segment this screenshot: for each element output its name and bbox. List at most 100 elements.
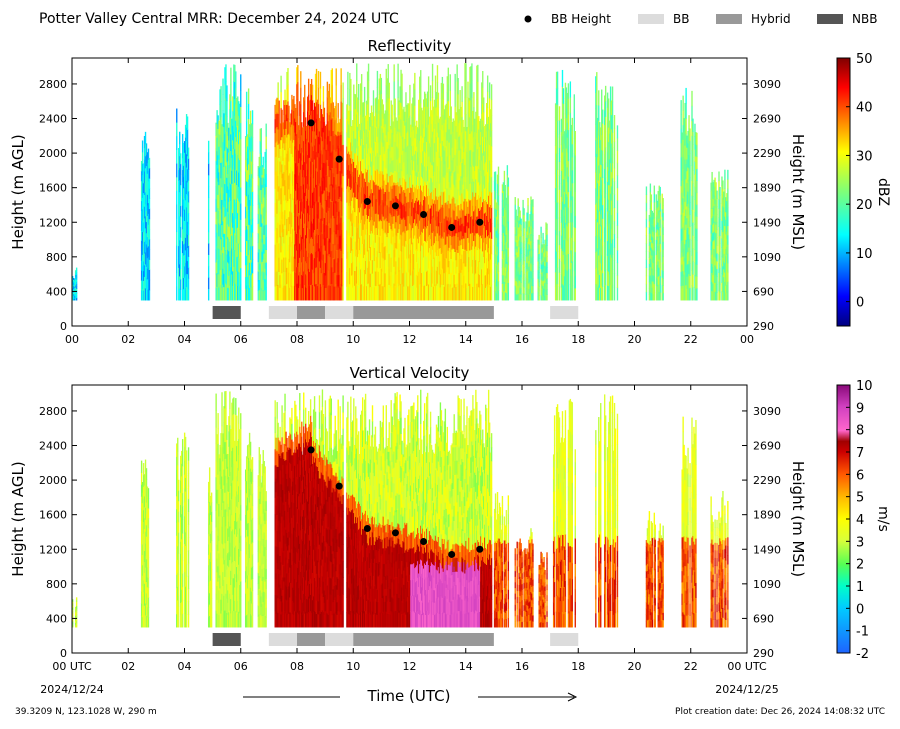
data-cell: [184, 237, 187, 251]
data-cell: [219, 285, 221, 301]
data-cell: [274, 188, 276, 203]
data-cell: [507, 230, 510, 240]
data-cell: [221, 274, 223, 288]
data-cell: [228, 140, 230, 153]
data-cell: [497, 204, 500, 215]
data-cell: [282, 211, 284, 225]
data-cell: [279, 211, 281, 225]
data-cell: [220, 162, 222, 179]
data-cell: [245, 181, 248, 197]
data-cell: [245, 195, 248, 212]
data-cell: [434, 75, 437, 92]
data-cell: [307, 78, 310, 95]
data-cell: [284, 119, 286, 136]
data-cell: [494, 180, 497, 191]
data-cell: [245, 225, 248, 241]
data-cell: [217, 194, 219, 209]
data-cell: [231, 248, 233, 262]
data-cell: [247, 133, 250, 150]
data-cell: [228, 250, 230, 264]
data-cell: [285, 257, 287, 272]
data-cell: [233, 215, 235, 234]
data-cell: [260, 140, 262, 154]
data-cell: [180, 163, 182, 175]
data-cell: [246, 146, 249, 159]
data-cell: [74, 274, 77, 278]
data-cell: [235, 153, 237, 170]
data-cell: [74, 293, 77, 297]
data-cell: [284, 254, 286, 271]
data-cell: [176, 259, 178, 274]
data-cell: [567, 176, 570, 193]
data-cell: [274, 258, 276, 273]
data-cell: [217, 234, 219, 248]
data-cell: [72, 282, 75, 285]
data-cell: [276, 112, 278, 128]
data-cell: [523, 267, 525, 275]
data-cell: [217, 154, 219, 169]
data-cell: [147, 224, 150, 236]
data-cell: [277, 268, 279, 285]
data-cell: [229, 123, 231, 139]
data-cell: [372, 90, 375, 106]
data-cell: [245, 255, 248, 271]
data-cell: [238, 214, 240, 230]
data-cell: [250, 262, 253, 276]
data-cell: [483, 97, 485, 113]
data-cell: [176, 135, 178, 150]
data-cell: [187, 234, 190, 246]
data-cell: [274, 216, 276, 231]
data-cell: [146, 257, 149, 269]
data-cell: [181, 145, 184, 159]
data-cell: [279, 148, 281, 162]
data-cell: [235, 185, 237, 203]
data-cell: [73, 287, 76, 290]
data-cell: [519, 210, 521, 218]
data-cell: [260, 177, 262, 190]
data-cell: [459, 90, 461, 106]
data-cell: [146, 226, 149, 238]
data-cell: [285, 128, 287, 144]
data-cell: [258, 187, 260, 199]
data-cell: [520, 294, 522, 301]
data-cell: [363, 86, 366, 103]
data-cell: [233, 266, 235, 284]
data-cell: [244, 171, 247, 184]
data-cell: [230, 84, 232, 102]
data-cell: [556, 71, 559, 89]
data-cell: [233, 98, 235, 116]
data-cell: [275, 285, 277, 301]
data-cell: [490, 253, 493, 270]
data-cell: [145, 188, 148, 200]
data-cell: [72, 276, 74, 279]
data-cell: [225, 148, 227, 166]
data-cell: [218, 146, 220, 160]
data-cell: [258, 238, 260, 250]
data-cell: [146, 194, 149, 206]
data-cell: [602, 232, 604, 247]
data-cell: [227, 262, 229, 276]
data-cell: [225, 182, 227, 200]
data-cell: [297, 81, 299, 100]
data-cell: [187, 202, 190, 214]
data-cell: [264, 204, 266, 216]
data-cell: [277, 253, 279, 270]
data-cell: [231, 196, 233, 210]
data-cell: [532, 264, 534, 272]
data-cell: [285, 242, 287, 258]
data-cell: [219, 149, 221, 165]
data-cell: [574, 227, 576, 241]
data-cell: [247, 209, 250, 225]
data-cell: [562, 88, 565, 104]
data-cell: [235, 218, 237, 236]
data-cell: [488, 82, 491, 99]
data-cell: [277, 191, 279, 208]
data-cell: [277, 206, 279, 223]
data-cell: [238, 229, 240, 244]
data-cell: [259, 165, 261, 179]
data-cell: [276, 227, 278, 243]
data-cell: [215, 160, 217, 174]
data-cell: [414, 105, 416, 122]
data-cell: [182, 255, 185, 267]
data-cell: [234, 266, 236, 284]
